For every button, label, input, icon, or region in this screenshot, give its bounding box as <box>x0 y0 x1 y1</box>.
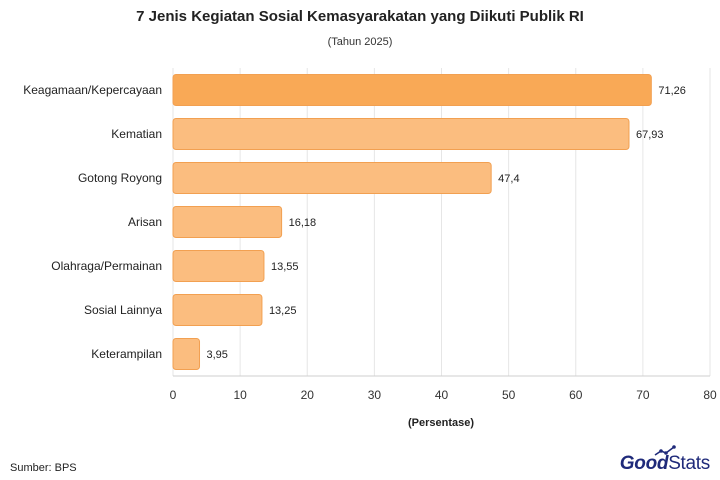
value-label: 67,93 <box>636 129 664 141</box>
x-tick-label: 30 <box>368 388 382 402</box>
brand-stats-text: Stats <box>668 453 710 474</box>
x-tick-label: 80 <box>703 388 717 402</box>
bar <box>172 162 492 194</box>
bar <box>172 118 630 150</box>
category-label: Olahraga/Permainan <box>51 259 162 273</box>
category-label: Gotong Royong <box>78 171 162 185</box>
value-label: 3,95 <box>207 349 228 361</box>
bars <box>172 74 652 370</box>
x-tick-label: 20 <box>301 388 315 402</box>
brand-good-text: Good <box>619 453 669 474</box>
bar <box>172 74 652 106</box>
bar <box>172 206 283 238</box>
chart-subtitle: (Tahun 2025) <box>327 36 393 48</box>
x-tick-label: 60 <box>569 388 583 402</box>
value-label: 71,26 <box>658 85 686 97</box>
category-label: Arisan <box>128 215 162 229</box>
x-tick-label: 10 <box>233 388 247 402</box>
value-label: 16,18 <box>289 217 317 229</box>
value-label: 13,55 <box>271 261 299 273</box>
value-labels: 71,26 67,93 47,4 16,18 13,55 13,25 3,95 <box>207 85 686 361</box>
x-tick-label: 50 <box>502 388 516 402</box>
bar <box>172 250 265 282</box>
category-label: Kematian <box>111 127 162 141</box>
source-note: Sumber: BPS <box>10 462 77 474</box>
category-labels: Keagamaan/Kepercayaan Kematian Gotong Royo… <box>23 83 162 361</box>
chart-title: 7 Jenis Kegiatan Sosial Kemasyarakatan y… <box>136 8 584 25</box>
category-label: Keterampilan <box>91 347 162 361</box>
value-label: 47,4 <box>498 173 519 185</box>
bar <box>172 294 263 326</box>
chart-trend-icon <box>654 445 676 456</box>
bar-chart: Keagamaan/Kepercayaan Kematian Gotong Royo… <box>23 68 717 429</box>
category-label: Sosial Lainnya <box>84 303 162 317</box>
bar <box>172 338 201 370</box>
brand-logo: Good Stats <box>619 445 710 475</box>
x-tick-labels: 0 10 20 30 40 50 60 70 80 <box>170 388 717 402</box>
x-tick-label: 40 <box>435 388 449 402</box>
x-axis-label: (Persentase) <box>408 417 474 429</box>
x-tick-label: 0 <box>170 388 177 402</box>
x-tick-label: 70 <box>636 388 650 402</box>
value-label: 13,25 <box>269 305 297 317</box>
category-label: Keagamaan/Kepercayaan <box>23 83 162 97</box>
